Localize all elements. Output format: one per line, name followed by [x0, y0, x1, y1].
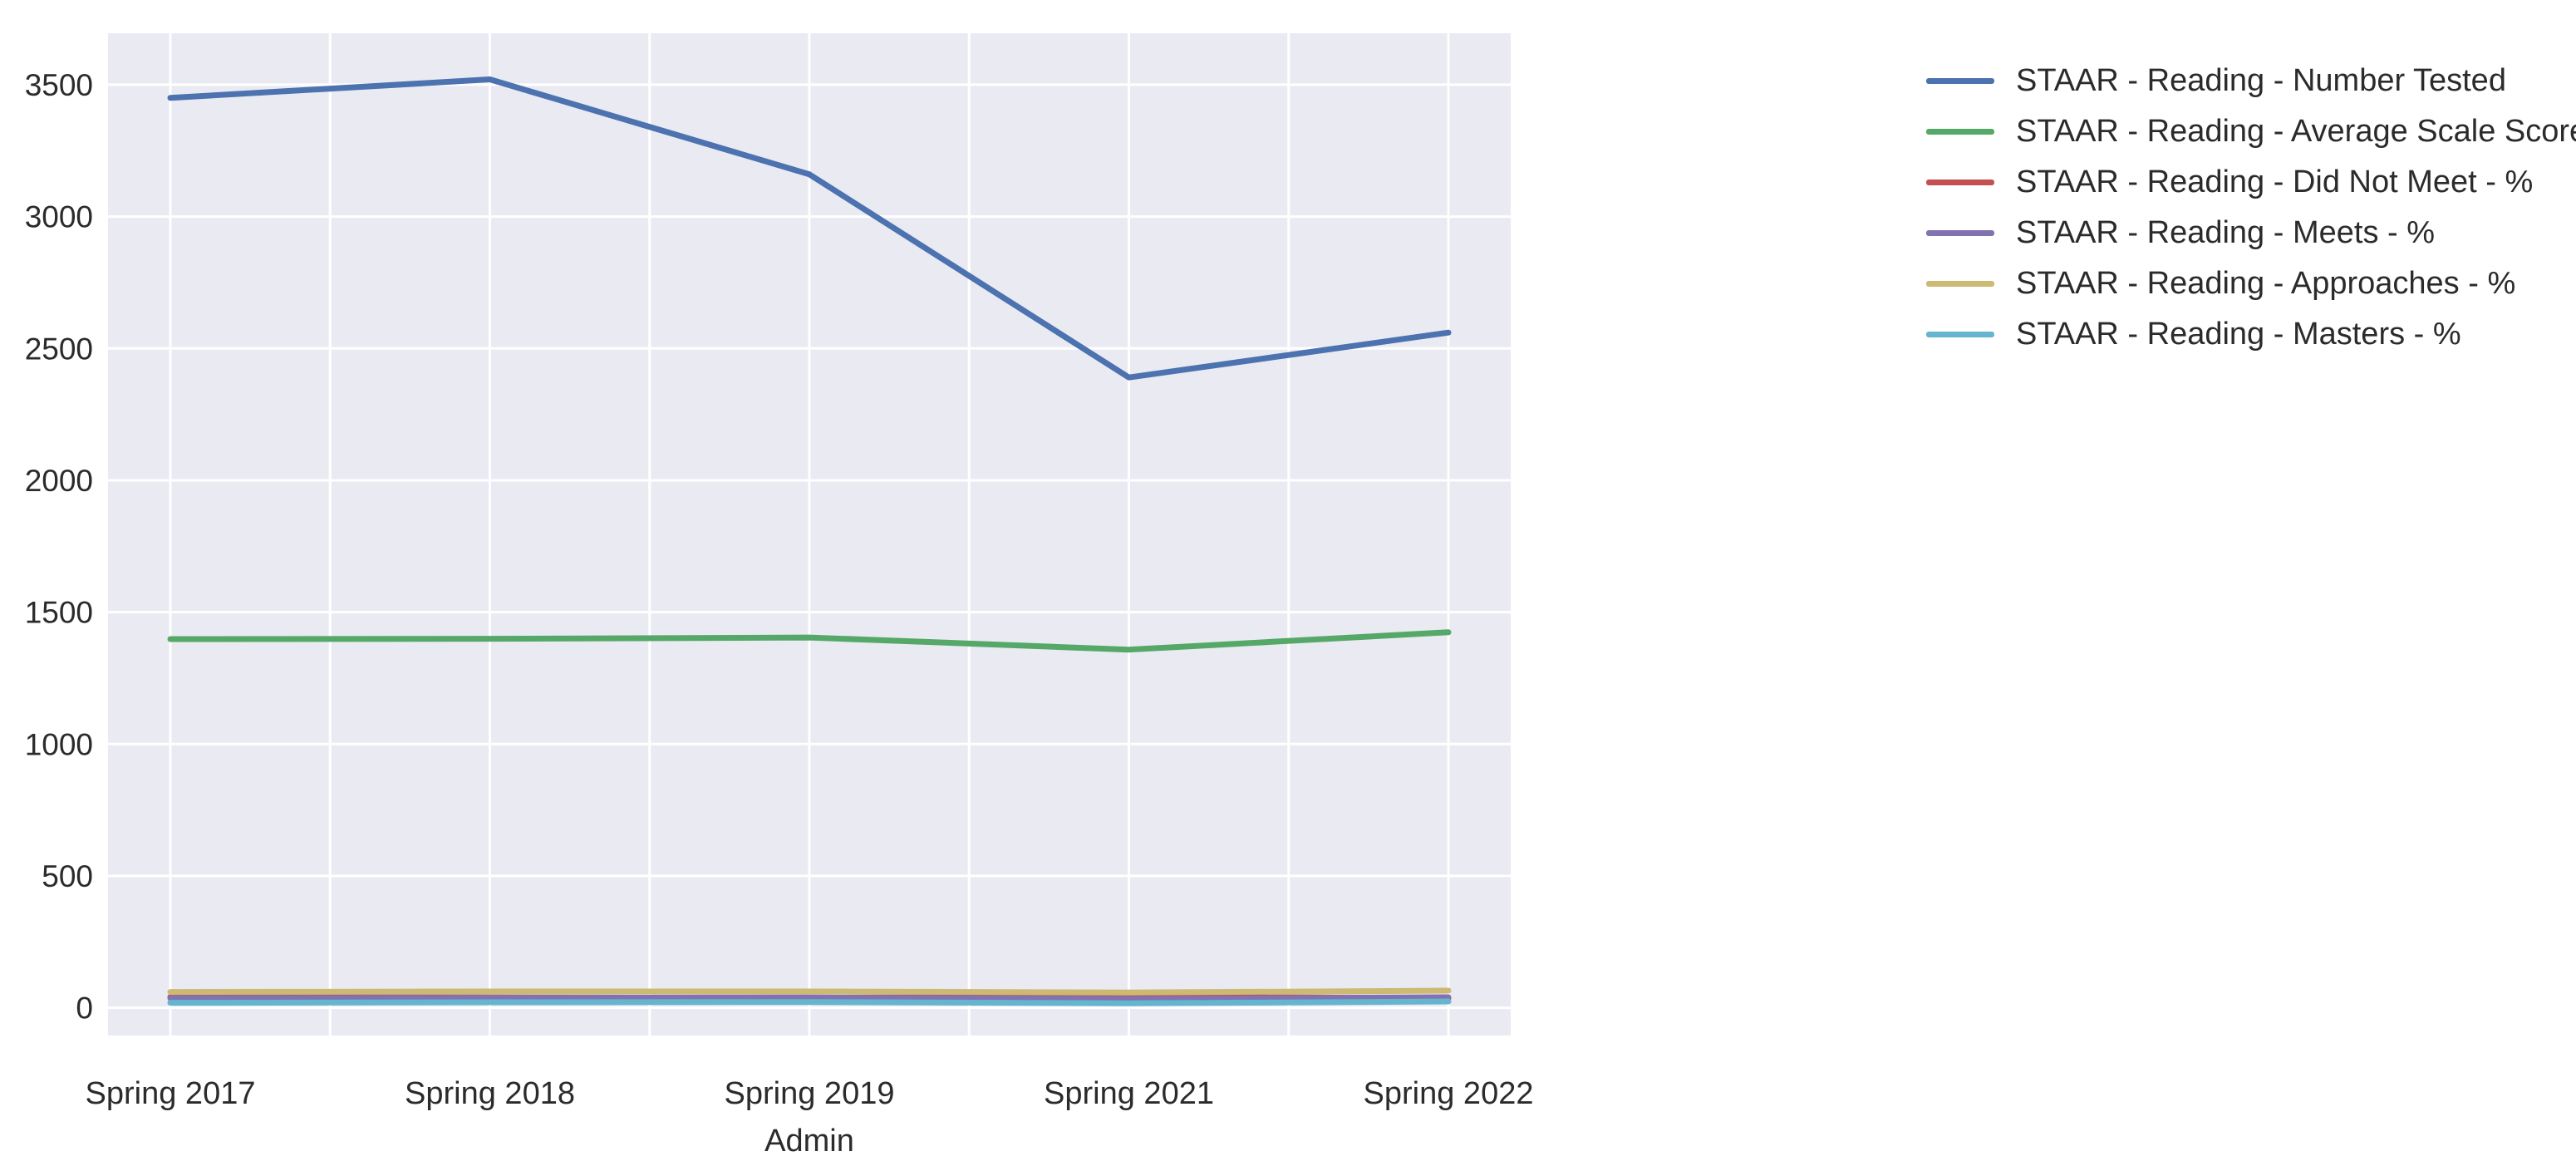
series-line-0	[167, 76, 1452, 381]
legend-label: STAAR - Reading - Masters - %	[2016, 316, 2461, 352]
legend-line-swatch	[1926, 179, 1994, 185]
legend-label: STAAR - Reading - Number Tested	[2016, 62, 2506, 98]
y-tick-label: 0	[76, 991, 93, 1026]
legend-item: STAAR - Reading - Meets - %	[1926, 214, 2576, 251]
legend-item: STAAR - Reading - Average Scale Score	[1926, 113, 2576, 150]
y-tick-label: 3500	[25, 68, 93, 102]
legend-item: STAAR - Reading - Did Not Meet - %	[1926, 164, 2576, 200]
y-tick-label: 1000	[25, 727, 93, 761]
legend-line-swatch	[1926, 229, 1994, 236]
x-tick-label: Spring 2018	[405, 1076, 575, 1111]
x-axis-title: Admin	[764, 1124, 854, 1156]
y-tick-label: 3000	[25, 200, 93, 234]
series-line-3	[167, 994, 1452, 1002]
x-tick-label: Spring 2022	[1364, 1076, 1534, 1111]
series-line-4	[167, 987, 1452, 996]
legend-label: STAAR - Reading - Meets - %	[2016, 214, 2436, 250]
legend-line-swatch	[1926, 331, 1994, 337]
series-line-5	[167, 998, 1452, 1006]
x-tick-label: Spring 2021	[1044, 1076, 1214, 1111]
y-tick-label: 2500	[25, 332, 93, 366]
x-tick-label: Spring 2017	[86, 1076, 256, 1111]
legend-label: STAAR - Reading - Average Scale Score	[2016, 113, 2576, 149]
chart-legend: STAAR - Reading - Number Tested STAAR - R…	[1926, 62, 2576, 366]
y-tick-label: 1500	[25, 596, 93, 630]
legend-item: STAAR - Reading - Approaches - %	[1926, 265, 2576, 302]
legend-line-swatch	[1926, 128, 1994, 135]
legend-line-swatch	[1926, 280, 1994, 287]
series-line-1	[167, 629, 1452, 653]
x-tick-label: Spring 2019	[725, 1076, 895, 1111]
legend-label: STAAR - Reading - Did Not Meet - %	[2016, 164, 2534, 199]
y-tick-label: 2000	[25, 464, 93, 498]
legend-label: STAAR - Reading - Approaches - %	[2016, 265, 2516, 301]
legend-item: STAAR - Reading - Number Tested	[1926, 62, 2576, 99]
legend-line-swatch	[1926, 77, 1994, 84]
y-tick-label: 500	[42, 859, 93, 893]
legend-item: STAAR - Reading - Masters - %	[1926, 316, 2576, 352]
